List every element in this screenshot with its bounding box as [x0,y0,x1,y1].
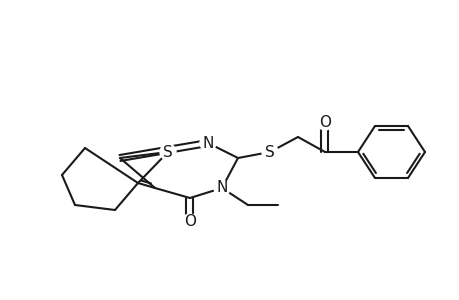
Text: S: S [264,145,274,160]
Circle shape [316,114,332,130]
Circle shape [213,180,230,196]
Text: N: N [216,181,227,196]
Text: N: N [202,136,213,151]
Circle shape [160,144,176,160]
Circle shape [262,144,277,160]
Circle shape [200,135,216,151]
Text: O: O [318,115,330,130]
Text: S: S [163,145,173,160]
Text: O: O [184,214,196,230]
Circle shape [182,214,197,230]
